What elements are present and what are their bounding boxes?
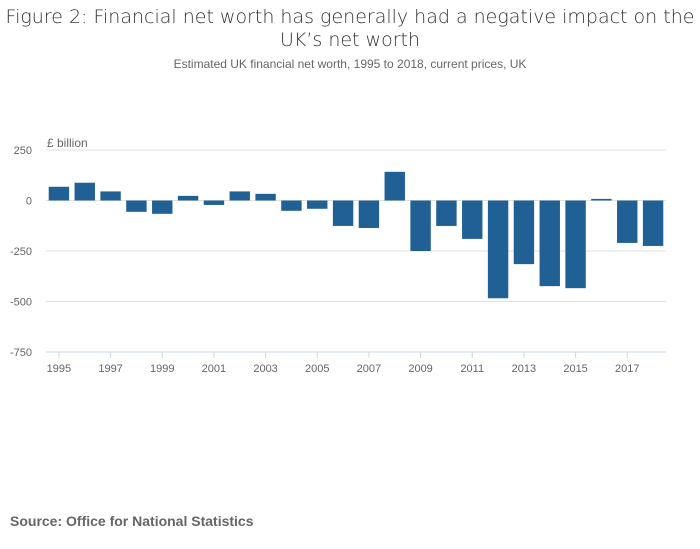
bar-2017	[617, 200, 638, 243]
bar-2013	[513, 200, 535, 265]
x-tick-label: 1995	[47, 363, 71, 375]
bar-1996	[74, 182, 95, 201]
bar-2005	[307, 200, 328, 209]
bar-chart: £ billion 250 0 -250 -500 -750 1995 1997 1999 20…	[10, 136, 666, 375]
source-note: Source: Office for National Statistics	[10, 513, 254, 529]
x-tick-label: 2001	[202, 363, 226, 375]
chart-title: Figure 2: Financial net worth has genera…	[5, 6, 695, 51]
bar-2018	[642, 200, 664, 246]
chart-subtitle: Estimated UK financial net worth, 1995 t…	[173, 57, 527, 71]
bar-2011	[462, 200, 483, 239]
bar-2004	[281, 200, 302, 211]
bar-2007	[358, 200, 380, 228]
bar-1999	[152, 200, 173, 214]
bar-2016	[591, 198, 612, 201]
bar-2010	[436, 200, 457, 226]
x-tick-label: 2007	[357, 363, 381, 375]
bar-2015	[565, 200, 586, 289]
x-tick-label: 2011	[460, 363, 484, 375]
y-axis-label: £ billion	[47, 136, 88, 150]
bar-1998	[126, 200, 147, 212]
y-tick-label: 0	[26, 196, 32, 208]
bar-2006	[332, 200, 354, 226]
bar-1995	[48, 186, 70, 201]
x-tick-label: 2009	[408, 363, 432, 375]
bar-2000	[177, 195, 199, 201]
x-tick-label: 2005	[305, 363, 329, 375]
x-tick-label: 2003	[253, 363, 277, 375]
y-tick-label: -250	[10, 246, 32, 258]
y-tick-label: 250	[14, 145, 32, 157]
x-tick-label: 1999	[150, 363, 174, 375]
bar-2003	[255, 193, 276, 201]
y-tick-label: -500	[10, 297, 32, 309]
bar-2014	[539, 200, 560, 287]
bar-2012	[487, 200, 509, 299]
bar-2008	[384, 171, 405, 201]
x-tick-label: 1997	[98, 363, 122, 375]
bar-2002	[229, 191, 250, 201]
bar-2001	[203, 200, 225, 205]
y-tick-label: -750	[10, 347, 32, 359]
bar-2009	[410, 200, 431, 251]
bar-1997	[100, 191, 121, 201]
x-tick-label: 2015	[563, 363, 587, 375]
x-tick-label: 2013	[512, 363, 536, 375]
x-tick-label: 2017	[615, 363, 639, 375]
